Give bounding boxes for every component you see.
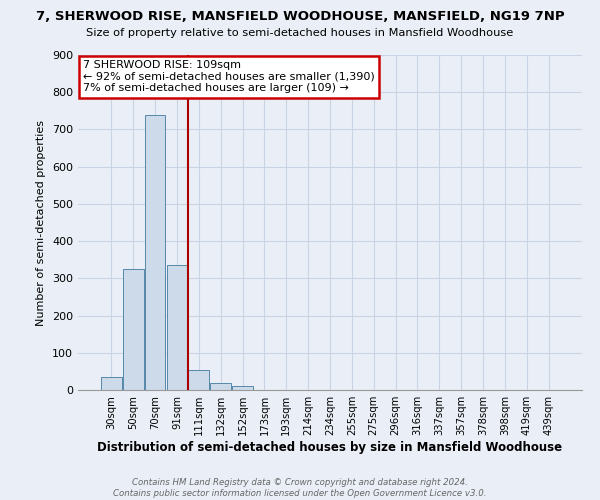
Y-axis label: Number of semi-detached properties: Number of semi-detached properties bbox=[37, 120, 46, 326]
Bar bbox=[188, 370, 209, 390]
Bar bbox=[210, 382, 231, 390]
Bar bbox=[145, 114, 166, 390]
Text: 7, SHERWOOD RISE, MANSFIELD WOODHOUSE, MANSFIELD, NG19 7NP: 7, SHERWOOD RISE, MANSFIELD WOODHOUSE, M… bbox=[35, 10, 565, 23]
X-axis label: Distribution of semi-detached houses by size in Mansfield Woodhouse: Distribution of semi-detached houses by … bbox=[97, 441, 563, 454]
Bar bbox=[123, 269, 143, 390]
Bar bbox=[167, 266, 187, 390]
Text: Contains HM Land Registry data © Crown copyright and database right 2024.
Contai: Contains HM Land Registry data © Crown c… bbox=[113, 478, 487, 498]
Text: 7 SHERWOOD RISE: 109sqm
← 92% of semi-detached houses are smaller (1,390)
7% of : 7 SHERWOOD RISE: 109sqm ← 92% of semi-de… bbox=[83, 60, 375, 93]
Bar bbox=[232, 386, 253, 390]
Bar bbox=[101, 377, 122, 390]
Text: Size of property relative to semi-detached houses in Mansfield Woodhouse: Size of property relative to semi-detach… bbox=[86, 28, 514, 38]
